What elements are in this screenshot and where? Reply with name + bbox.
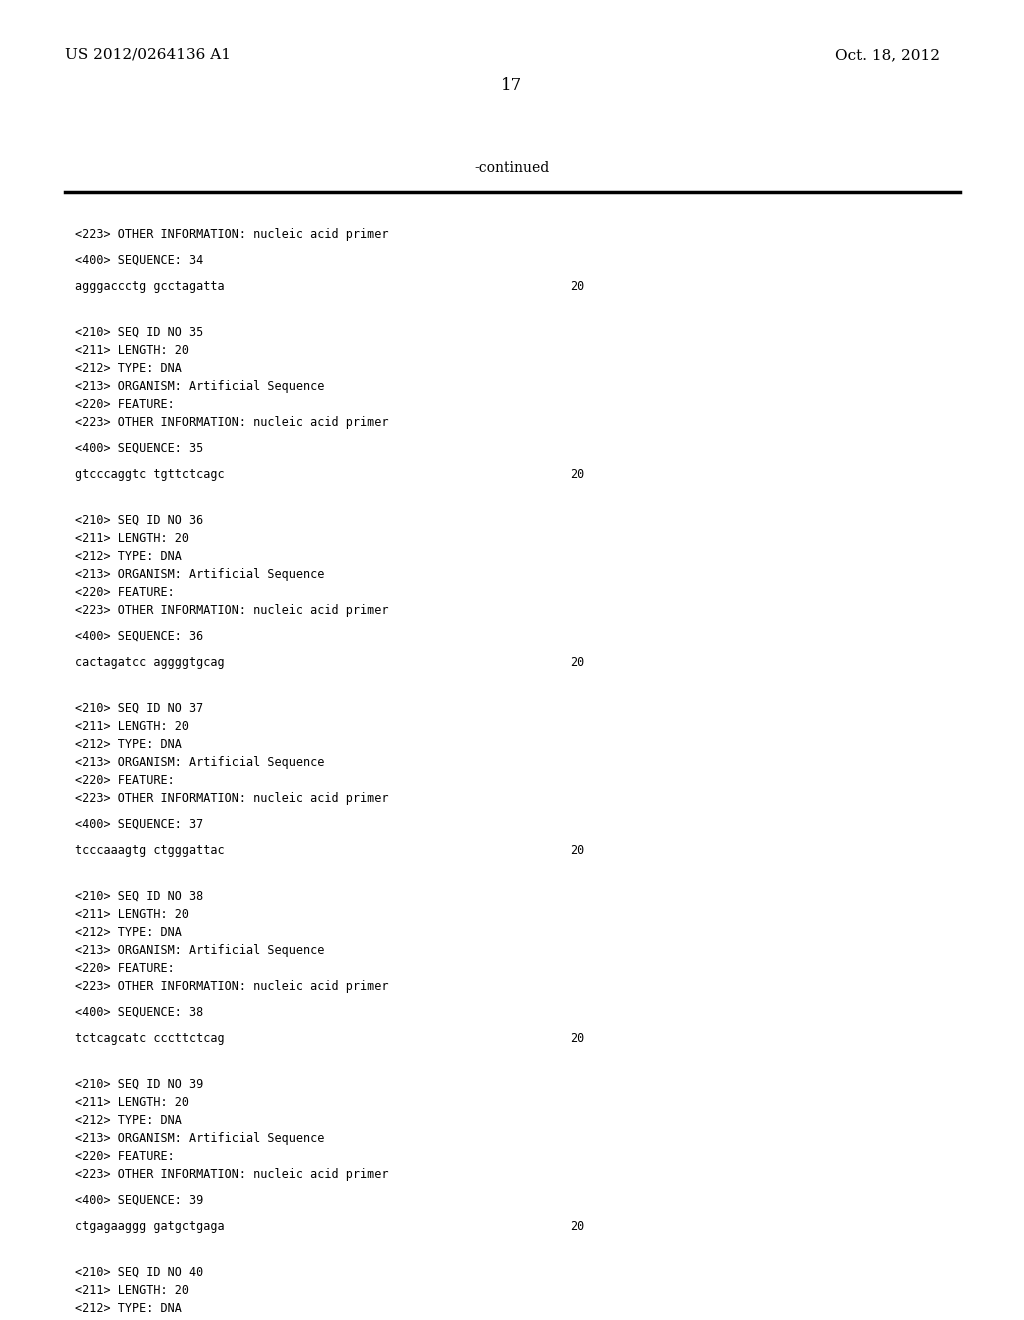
Text: tcccaaagtg ctgggattac: tcccaaagtg ctgggattac xyxy=(75,843,224,857)
Text: -continued: -continued xyxy=(474,161,550,176)
Text: <213> ORGANISM: Artificial Sequence: <213> ORGANISM: Artificial Sequence xyxy=(75,944,325,957)
Text: <211> LENGTH: 20: <211> LENGTH: 20 xyxy=(75,908,189,921)
Text: <213> ORGANISM: Artificial Sequence: <213> ORGANISM: Artificial Sequence xyxy=(75,1133,325,1144)
Text: US 2012/0264136 A1: US 2012/0264136 A1 xyxy=(65,48,231,62)
Text: gtcccaggtc tgttctcagc: gtcccaggtc tgttctcagc xyxy=(75,469,224,480)
Text: <212> TYPE: DNA: <212> TYPE: DNA xyxy=(75,1302,182,1315)
Text: <213> ORGANISM: Artificial Sequence: <213> ORGANISM: Artificial Sequence xyxy=(75,568,325,581)
Text: <210> SEQ ID NO 37: <210> SEQ ID NO 37 xyxy=(75,702,203,715)
Text: 20: 20 xyxy=(570,280,585,293)
Text: <213> ORGANISM: Artificial Sequence: <213> ORGANISM: Artificial Sequence xyxy=(75,756,325,770)
Text: <212> TYPE: DNA: <212> TYPE: DNA xyxy=(75,927,182,939)
Text: 20: 20 xyxy=(570,843,585,857)
Text: <400> SEQUENCE: 37: <400> SEQUENCE: 37 xyxy=(75,818,203,832)
Text: <211> LENGTH: 20: <211> LENGTH: 20 xyxy=(75,1096,189,1109)
Text: <400> SEQUENCE: 34: <400> SEQUENCE: 34 xyxy=(75,253,203,267)
Text: Oct. 18, 2012: Oct. 18, 2012 xyxy=(835,48,940,62)
Text: <210> SEQ ID NO 40: <210> SEQ ID NO 40 xyxy=(75,1266,203,1279)
Text: <220> FEATURE:: <220> FEATURE: xyxy=(75,774,175,787)
Text: <212> TYPE: DNA: <212> TYPE: DNA xyxy=(75,738,182,751)
Text: <400> SEQUENCE: 38: <400> SEQUENCE: 38 xyxy=(75,1006,203,1019)
Text: <211> LENGTH: 20: <211> LENGTH: 20 xyxy=(75,719,189,733)
Text: cactagatcc aggggtgcag: cactagatcc aggggtgcag xyxy=(75,656,224,669)
Text: <223> OTHER INFORMATION: nucleic acid primer: <223> OTHER INFORMATION: nucleic acid pr… xyxy=(75,792,388,805)
Text: <400> SEQUENCE: 36: <400> SEQUENCE: 36 xyxy=(75,630,203,643)
Text: <220> FEATURE:: <220> FEATURE: xyxy=(75,586,175,599)
Text: <223> OTHER INFORMATION: nucleic acid primer: <223> OTHER INFORMATION: nucleic acid pr… xyxy=(75,228,388,242)
Text: 20: 20 xyxy=(570,1032,585,1045)
Text: <210> SEQ ID NO 36: <210> SEQ ID NO 36 xyxy=(75,513,203,527)
Text: <400> SEQUENCE: 39: <400> SEQUENCE: 39 xyxy=(75,1195,203,1206)
Text: <223> OTHER INFORMATION: nucleic acid primer: <223> OTHER INFORMATION: nucleic acid pr… xyxy=(75,979,388,993)
Text: ctgagaaggg gatgctgaga: ctgagaaggg gatgctgaga xyxy=(75,1220,224,1233)
Text: <223> OTHER INFORMATION: nucleic acid primer: <223> OTHER INFORMATION: nucleic acid pr… xyxy=(75,416,388,429)
Text: 20: 20 xyxy=(570,1220,585,1233)
Text: <213> ORGANISM: Artificial Sequence: <213> ORGANISM: Artificial Sequence xyxy=(75,380,325,393)
Text: <210> SEQ ID NO 35: <210> SEQ ID NO 35 xyxy=(75,326,203,339)
Text: <212> TYPE: DNA: <212> TYPE: DNA xyxy=(75,1114,182,1127)
Text: 17: 17 xyxy=(502,77,522,94)
Text: <212> TYPE: DNA: <212> TYPE: DNA xyxy=(75,550,182,564)
Text: <220> FEATURE:: <220> FEATURE: xyxy=(75,1150,175,1163)
Text: <223> OTHER INFORMATION: nucleic acid primer: <223> OTHER INFORMATION: nucleic acid pr… xyxy=(75,1168,388,1181)
Text: <212> TYPE: DNA: <212> TYPE: DNA xyxy=(75,362,182,375)
Text: <211> LENGTH: 20: <211> LENGTH: 20 xyxy=(75,1284,189,1298)
Text: 20: 20 xyxy=(570,469,585,480)
Text: agggaccctg gcctagatta: agggaccctg gcctagatta xyxy=(75,280,224,293)
Text: <220> FEATURE:: <220> FEATURE: xyxy=(75,399,175,411)
Text: 20: 20 xyxy=(570,656,585,669)
Text: <220> FEATURE:: <220> FEATURE: xyxy=(75,962,175,975)
Text: <210> SEQ ID NO 39: <210> SEQ ID NO 39 xyxy=(75,1078,203,1092)
Text: <400> SEQUENCE: 35: <400> SEQUENCE: 35 xyxy=(75,442,203,455)
Text: <211> LENGTH: 20: <211> LENGTH: 20 xyxy=(75,345,189,356)
Text: <211> LENGTH: 20: <211> LENGTH: 20 xyxy=(75,532,189,545)
Text: <223> OTHER INFORMATION: nucleic acid primer: <223> OTHER INFORMATION: nucleic acid pr… xyxy=(75,605,388,616)
Text: <210> SEQ ID NO 38: <210> SEQ ID NO 38 xyxy=(75,890,203,903)
Text: tctcagcatc cccttctcag: tctcagcatc cccttctcag xyxy=(75,1032,224,1045)
